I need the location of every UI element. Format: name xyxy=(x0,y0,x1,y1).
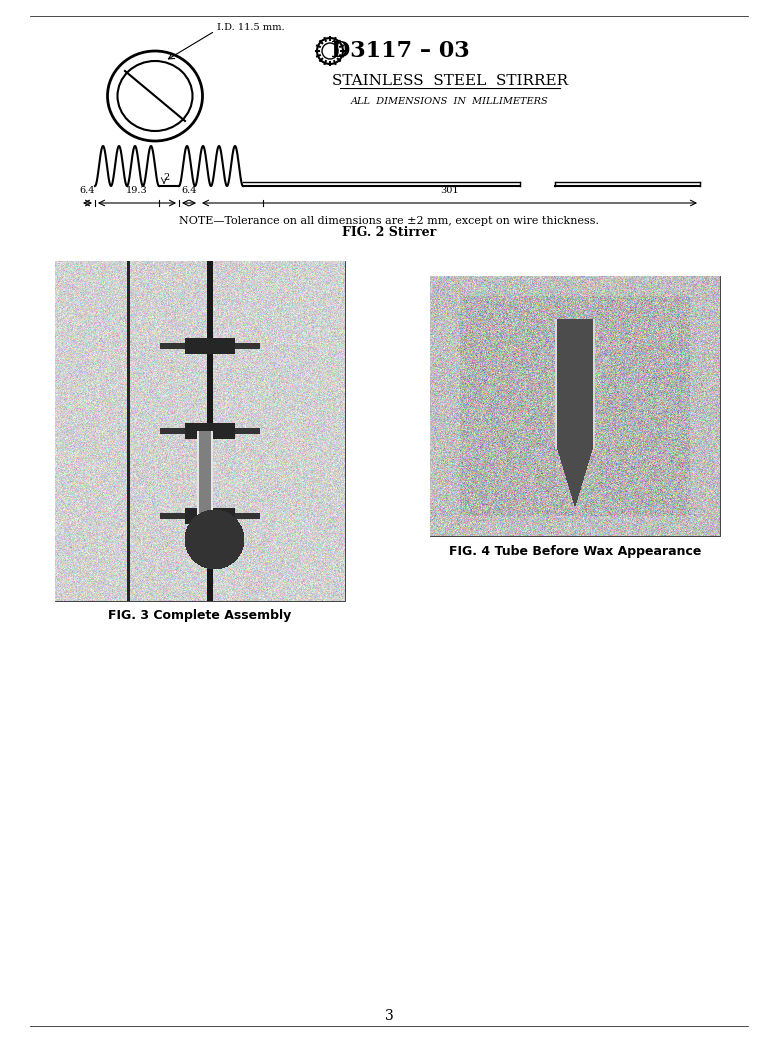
FancyBboxPatch shape xyxy=(430,276,720,536)
Text: NOTE—Tolerance on all dimensions are ±2 mm, except on wire thickness.: NOTE—Tolerance on all dimensions are ±2 … xyxy=(179,215,599,226)
Text: D3117 – 03: D3117 – 03 xyxy=(331,40,469,62)
Text: FIG. 2 Stirrer: FIG. 2 Stirrer xyxy=(342,227,436,239)
Text: 301: 301 xyxy=(440,186,459,195)
Text: FIG. 3 Complete Assembly: FIG. 3 Complete Assembly xyxy=(108,609,292,623)
Text: 19.3: 19.3 xyxy=(126,186,148,195)
Text: STAINLESS  STEEL  STIRRER: STAINLESS STEEL STIRRER xyxy=(332,74,568,88)
Text: 3: 3 xyxy=(384,1009,394,1023)
Text: FIG. 4 Tube Before Wax Appearance: FIG. 4 Tube Before Wax Appearance xyxy=(449,544,701,558)
Text: ALL  DIMENSIONS  IN  MILLIMETERS: ALL DIMENSIONS IN MILLIMETERS xyxy=(351,97,548,105)
Text: 2: 2 xyxy=(164,174,170,182)
Text: 6.4: 6.4 xyxy=(80,186,95,195)
Text: 6.4: 6.4 xyxy=(181,186,197,195)
Text: I.D. 11.5 mm.: I.D. 11.5 mm. xyxy=(217,24,285,32)
FancyBboxPatch shape xyxy=(55,261,345,601)
